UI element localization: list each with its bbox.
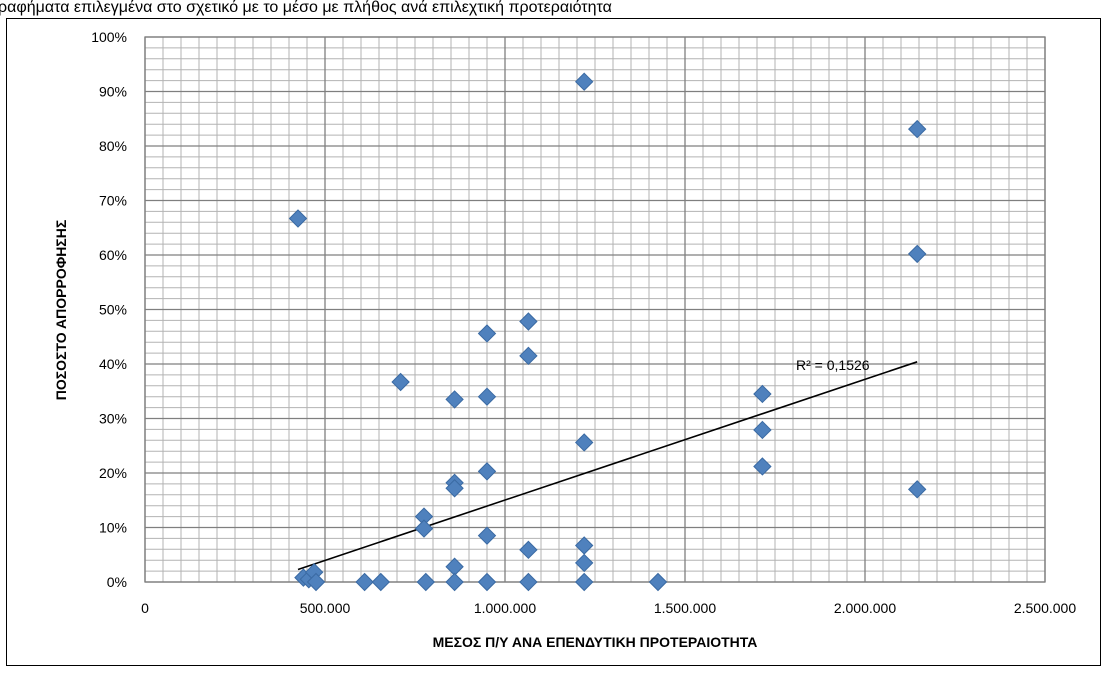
data-point xyxy=(477,387,497,406)
x-axis-tick-labels: 0 500.000 1.000.000 1.500.000 2.000.000 2.500… xyxy=(141,600,1076,616)
x-tick-label: 1.000.000 xyxy=(474,600,536,616)
data-point xyxy=(574,433,594,452)
y-tick-label: 90% xyxy=(99,84,127,100)
data-point xyxy=(288,209,308,228)
data-point xyxy=(574,72,594,91)
data-points xyxy=(288,72,927,592)
y-tick-label: 60% xyxy=(99,247,127,263)
trendline xyxy=(297,361,918,571)
plot-area-border xyxy=(144,36,1046,583)
y-tick-label: 70% xyxy=(99,193,127,209)
data-point xyxy=(371,572,391,592)
data-point xyxy=(907,119,927,139)
x-tick-label: 1.500.000 xyxy=(654,600,716,616)
data-point xyxy=(477,572,497,592)
data-point xyxy=(519,312,538,331)
data-point xyxy=(445,572,464,592)
y-tick-label: 80% xyxy=(99,138,127,154)
data-point xyxy=(519,346,538,366)
data-point xyxy=(477,462,497,481)
y-tick-label: 100% xyxy=(91,29,127,45)
data-point xyxy=(445,479,464,498)
data-point xyxy=(306,572,326,592)
data-point xyxy=(445,390,464,409)
data-point xyxy=(477,324,497,343)
trendline-layer xyxy=(297,361,918,571)
data-point xyxy=(414,519,434,538)
data-point xyxy=(355,572,374,592)
data-point xyxy=(391,372,410,392)
data-point xyxy=(907,244,927,264)
y-tick-label: 10% xyxy=(99,520,127,536)
data-point xyxy=(648,572,668,592)
y-axis-title: ΠΟΣΟΣΤΟ ΑΠΟΡΡΟΦΗΣΗΣ xyxy=(53,220,69,400)
data-point xyxy=(574,553,594,573)
data-point xyxy=(753,457,772,476)
header-fragment: ραφήματα επιλεγμένα στο σχετικό με το μέ… xyxy=(0,0,612,16)
data-point xyxy=(519,572,538,592)
y-axis-tick-labels: 0% 10% 20% 30% 40% 50% 60% 70% 80% 90% 100% xyxy=(91,29,127,590)
y-tick-label: 50% xyxy=(99,302,127,318)
gridlines xyxy=(144,36,1046,583)
r-squared-label: R² = 0,1526 xyxy=(796,357,870,373)
data-point xyxy=(574,572,594,592)
data-point xyxy=(477,526,497,545)
data-point xyxy=(907,480,927,499)
y-tick-label: 0% xyxy=(107,574,127,590)
x-axis-title: ΜΕΣΟΣ Π/Υ ΑΝΑ ΕΠΕΝΔΥΤΙΚΗ ΠΡΟΤΕΡΑΙΟΤΗΤΑ xyxy=(433,634,758,650)
x-tick-label: 500.000 xyxy=(300,600,351,616)
data-point xyxy=(519,540,538,560)
x-tick-label: 2.000.000 xyxy=(834,600,896,616)
x-tick-label: 2.500.000 xyxy=(1014,600,1076,616)
data-point xyxy=(416,572,436,592)
data-point xyxy=(753,420,772,440)
y-tick-label: 20% xyxy=(99,465,127,481)
y-tick-label: 40% xyxy=(99,356,127,372)
data-point xyxy=(753,384,772,404)
x-tick-label: 0 xyxy=(141,600,149,616)
y-tick-label: 30% xyxy=(99,411,127,427)
